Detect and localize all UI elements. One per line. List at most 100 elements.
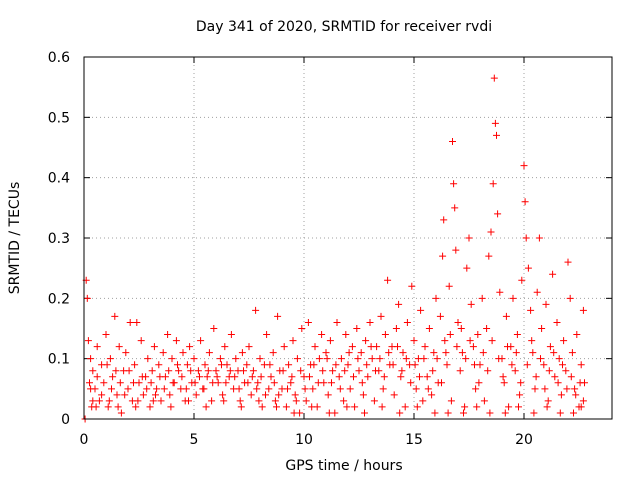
data-point xyxy=(542,300,550,308)
data-point xyxy=(202,403,210,411)
data-point xyxy=(577,361,585,369)
data-point xyxy=(473,403,481,411)
data-point xyxy=(156,373,164,381)
data-point xyxy=(451,204,459,212)
data-point xyxy=(555,355,563,363)
data-point xyxy=(270,379,278,387)
data-point xyxy=(240,367,247,375)
data-point xyxy=(457,325,465,332)
data-point xyxy=(328,379,335,387)
data-point xyxy=(227,331,235,339)
data-point xyxy=(416,373,423,381)
data-point xyxy=(87,385,95,393)
y-tick-label: 0.1 xyxy=(48,352,70,368)
data-point xyxy=(433,355,441,363)
data-point xyxy=(480,397,488,405)
data-point xyxy=(274,312,282,320)
data-point xyxy=(500,379,508,387)
data-point xyxy=(98,391,106,399)
data-point xyxy=(471,361,478,369)
data-point xyxy=(319,367,327,375)
data-point xyxy=(463,264,471,272)
data-point xyxy=(263,331,271,339)
data-point xyxy=(359,391,367,399)
data-point xyxy=(265,385,273,393)
x-tick-label: 5 xyxy=(190,432,199,448)
data-point xyxy=(537,355,544,363)
data-point xyxy=(290,409,298,417)
data-point xyxy=(116,379,124,387)
data-point xyxy=(370,397,378,405)
data-point xyxy=(256,355,264,363)
data-point xyxy=(462,355,470,363)
data-point xyxy=(399,349,407,357)
y-tick-label: 0.2 xyxy=(48,291,70,307)
data-point xyxy=(556,409,564,417)
data-point xyxy=(201,361,209,369)
data-point xyxy=(231,373,239,381)
data-point xyxy=(533,288,541,296)
data-point xyxy=(89,397,97,405)
data-point xyxy=(560,337,568,345)
x-tick-label: 15 xyxy=(405,432,423,448)
data-point xyxy=(169,379,177,387)
data-point xyxy=(439,252,447,260)
data-point xyxy=(306,373,313,381)
data-point xyxy=(83,294,91,302)
data-point xyxy=(431,409,439,417)
data-point xyxy=(266,361,274,369)
data-point xyxy=(237,403,245,411)
data-point xyxy=(478,294,486,302)
data-point xyxy=(134,397,142,405)
data-point xyxy=(456,367,464,375)
data-point xyxy=(104,403,112,411)
data-point xyxy=(236,397,244,405)
data-point xyxy=(208,397,216,405)
data-point xyxy=(314,379,322,387)
data-point xyxy=(531,385,539,393)
data-point xyxy=(174,361,181,369)
data-point xyxy=(279,367,287,375)
data-point xyxy=(146,403,154,411)
data-point xyxy=(209,379,217,387)
data-point xyxy=(194,367,202,375)
data-point xyxy=(340,397,348,405)
data-point xyxy=(394,343,401,351)
data-point xyxy=(389,361,397,369)
data-point xyxy=(423,373,431,381)
data-point xyxy=(344,361,352,369)
data-point xyxy=(504,343,511,351)
data-point xyxy=(410,337,418,345)
data-point xyxy=(84,337,92,345)
data-point xyxy=(301,385,309,393)
data-point xyxy=(155,361,163,369)
data-point xyxy=(570,409,577,417)
data-point xyxy=(508,361,516,369)
data-point xyxy=(285,361,293,369)
data-point xyxy=(221,343,229,351)
data-point xyxy=(366,318,374,326)
data-point xyxy=(566,294,574,302)
data-point xyxy=(495,355,503,363)
data-point xyxy=(210,325,218,332)
data-point xyxy=(326,337,334,345)
data-point xyxy=(449,137,456,145)
data-point xyxy=(351,403,359,411)
data-point xyxy=(336,385,344,393)
data-point xyxy=(440,216,448,224)
data-point xyxy=(563,385,571,393)
data-point xyxy=(513,331,521,339)
data-point xyxy=(501,409,509,417)
data-point xyxy=(267,373,275,381)
data-point xyxy=(323,355,331,363)
data-point xyxy=(226,367,234,375)
data-point xyxy=(292,397,300,405)
data-point xyxy=(549,270,557,278)
data-point xyxy=(378,403,386,411)
data-point xyxy=(512,349,520,357)
data-point xyxy=(137,337,145,345)
data-point xyxy=(538,325,546,332)
data-point xyxy=(164,331,172,339)
data-point xyxy=(289,337,297,345)
